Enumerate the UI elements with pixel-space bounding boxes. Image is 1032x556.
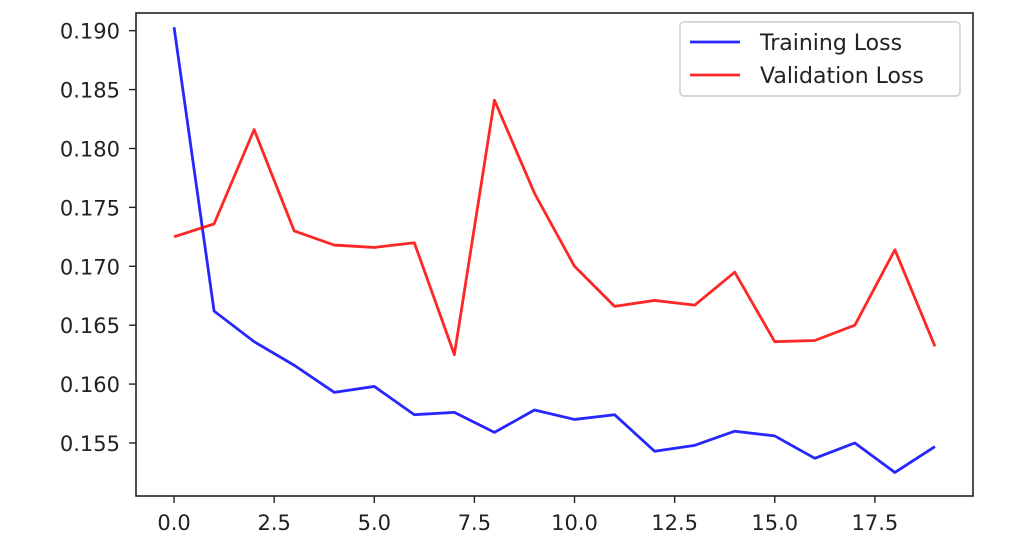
legend-label-training-loss: Training Loss <box>759 31 902 56</box>
y-tick-label: 0.190 <box>60 20 120 44</box>
y-tick-label: 0.155 <box>60 432 120 456</box>
x-axis: 0.0 2.5 5.0 7.5 10.0 12.5 15.0 17.5 <box>157 496 898 535</box>
y-tick-label: 0.185 <box>60 79 120 103</box>
x-tick-label: 15.0 <box>751 511 798 535</box>
y-tick-label: 0.175 <box>60 196 120 220</box>
x-tick-label: 7.5 <box>458 511 491 535</box>
plot-area <box>172 26 937 474</box>
y-tick-label: 0.160 <box>60 373 120 397</box>
legend-box <box>679 21 961 97</box>
x-tick-label: 5.0 <box>358 511 391 535</box>
y-tick-label: 0.170 <box>60 255 120 279</box>
x-tick-label: 0.0 <box>157 511 190 535</box>
y-tick-label: 0.180 <box>60 137 120 161</box>
training-loss-line <box>172 26 936 474</box>
y-axis: 0.155 0.160 0.165 0.170 0.175 0.180 0.185 0.190 <box>60 20 136 456</box>
x-tick-label: 10.0 <box>551 511 598 535</box>
x-tick-label: 12.5 <box>651 511 698 535</box>
x-tick-label: 17.5 <box>851 511 898 535</box>
x-tick-label: 2.5 <box>257 511 290 535</box>
y-tick-label: 0.165 <box>60 314 120 338</box>
plot-frame <box>135 12 974 497</box>
validation-loss-line <box>173 98 937 357</box>
legend-label-validation-loss: Validation Loss <box>760 64 924 89</box>
legend: Training Loss Validation Loss <box>679 21 961 97</box>
